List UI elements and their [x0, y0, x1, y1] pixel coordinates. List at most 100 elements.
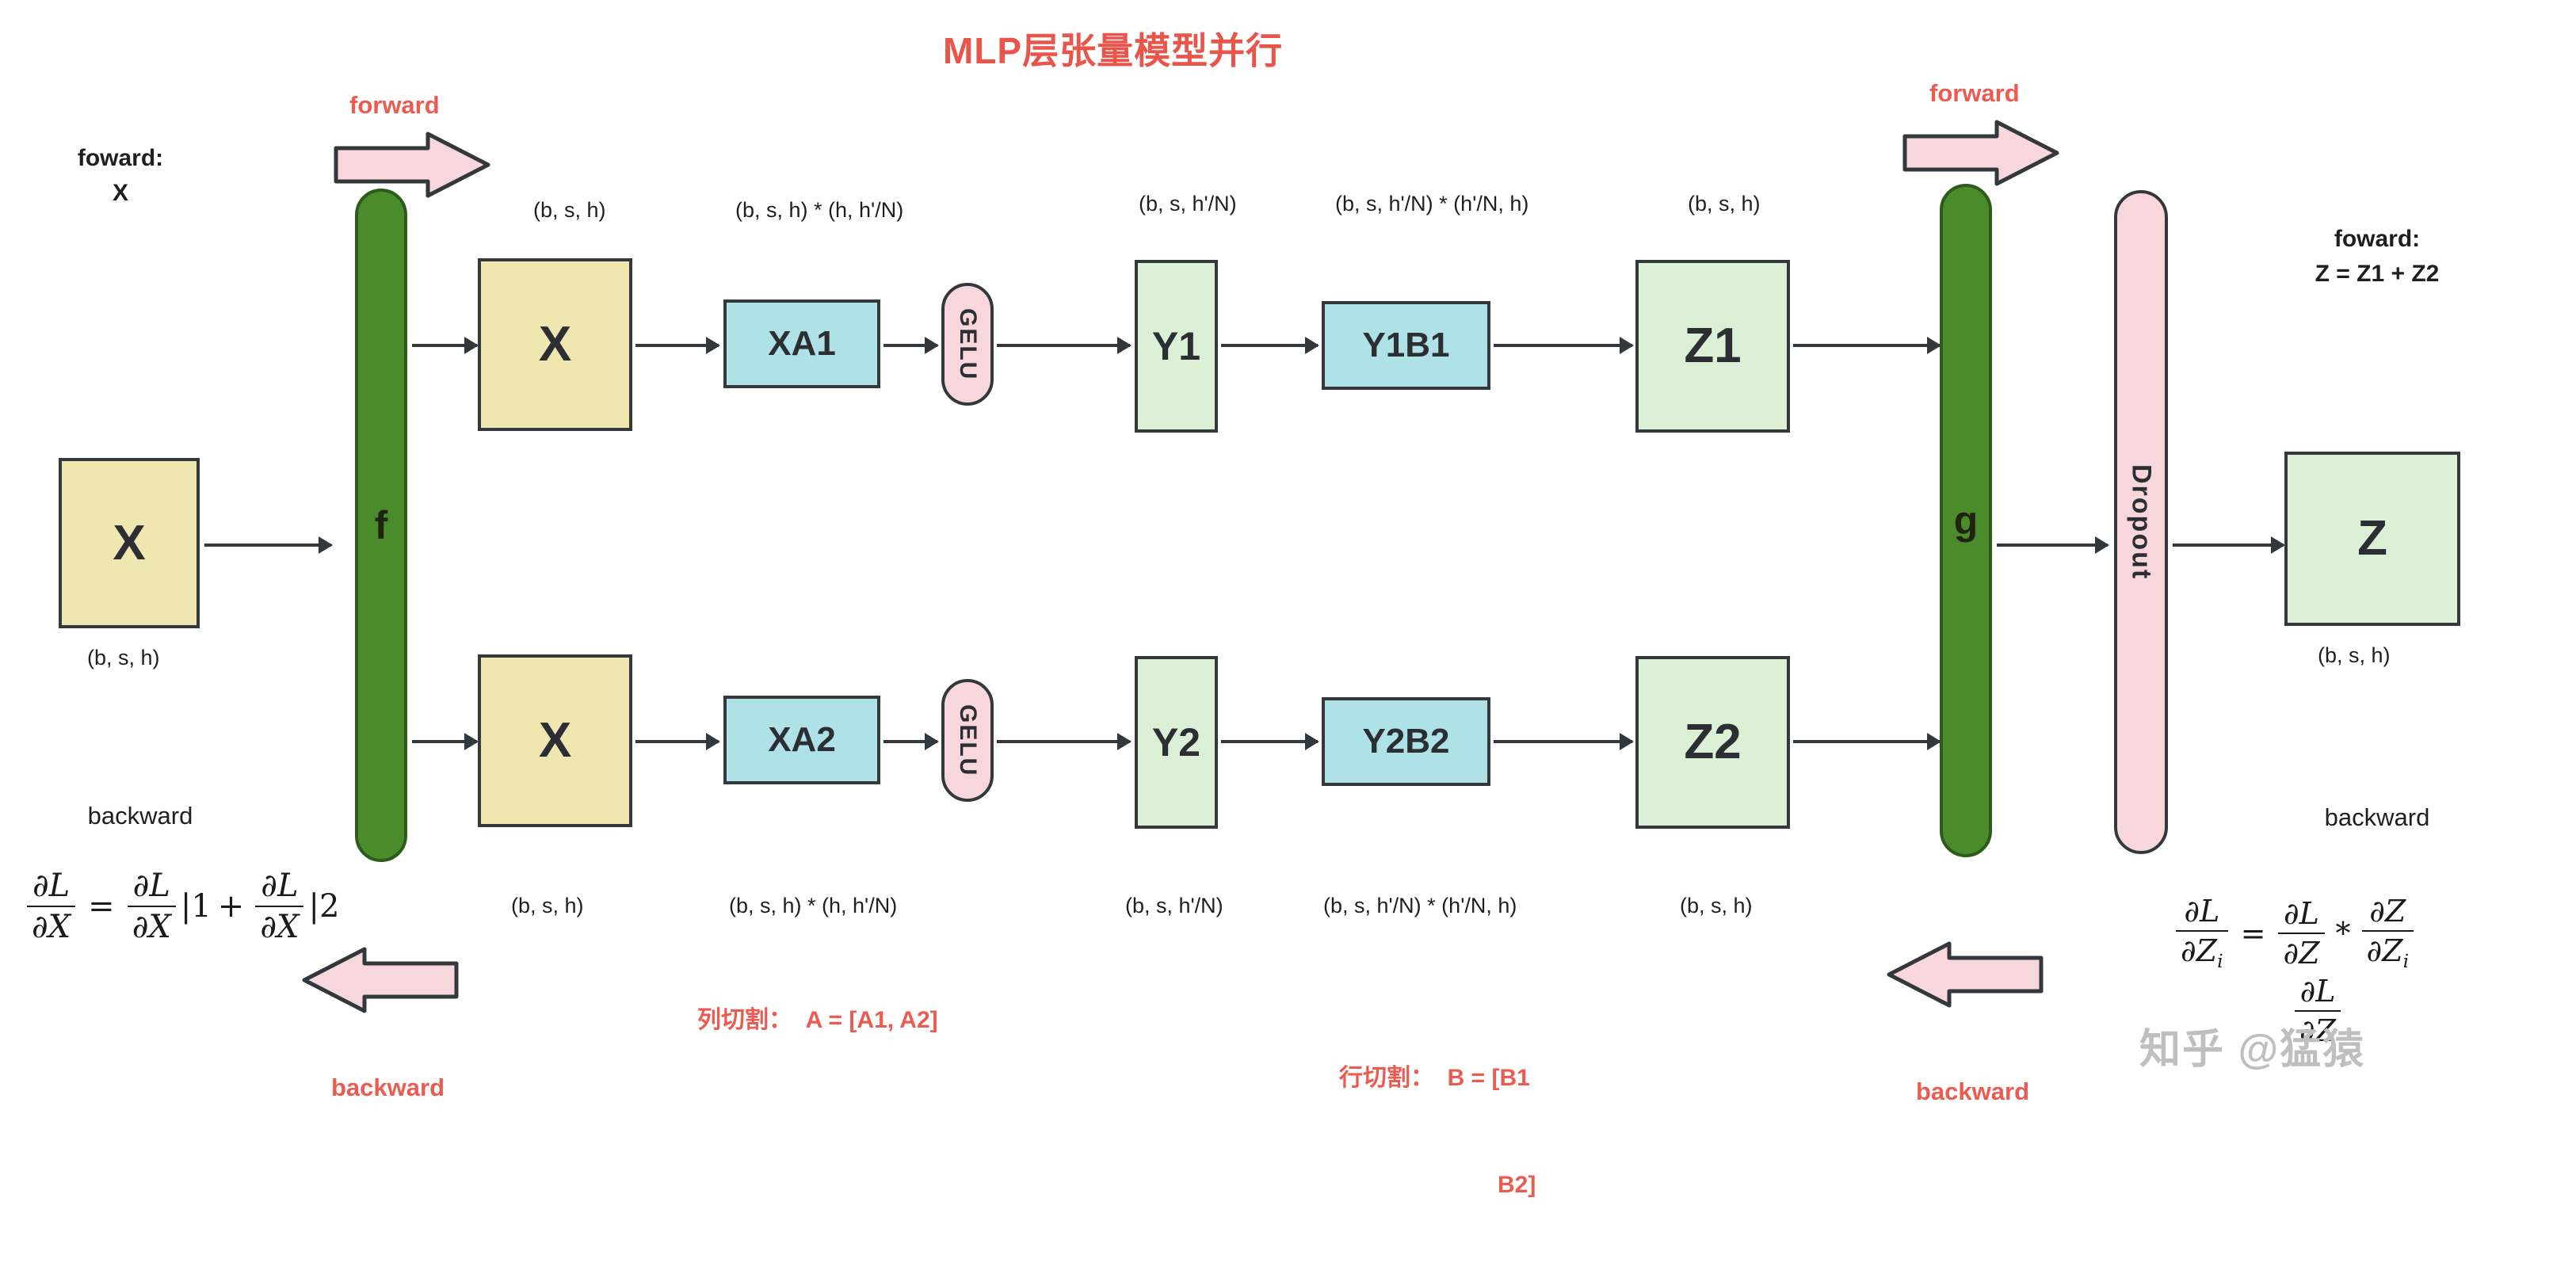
arrow-row1-gelu-to-y1: [997, 344, 1130, 347]
lbf-lhs-num: ∂L: [32, 868, 71, 904]
arrow-row2-z2-to-g: [1793, 740, 1940, 743]
lbf-t1-suffix: |1: [180, 888, 212, 925]
left-backward-arrow-label: backward: [331, 1074, 445, 1101]
arrow-g-to-dropout: [1997, 544, 2108, 547]
left-forward-arrow-label: forward: [349, 91, 440, 119]
arrow-row2-gelu-to-y2: [997, 740, 1130, 743]
arrow-row2-x-to-xa2: [635, 740, 719, 743]
lbf-t2-num: ∂L: [261, 868, 299, 904]
rbf-t1-num: ∂L: [2284, 895, 2319, 931]
page-title: MLP层张量模型并行: [943, 30, 1284, 71]
g-collective-node: g: [1940, 184, 1992, 857]
left-backward-label: backward: [87, 802, 193, 830]
dropout-node: Dropout: [2114, 190, 2168, 854]
row1-yb-box: Y1B1: [1322, 301, 1490, 390]
input-x-box: X: [59, 458, 200, 628]
arrow-row1-z1-to-g: [1793, 344, 1940, 347]
input-x-shape: (b, s, h): [87, 646, 160, 669]
arrow-row1-xa1-to-gelu: [883, 344, 937, 347]
row1-z-box: Z1: [1635, 260, 1790, 433]
rbf-l2-num: ∂L: [2299, 974, 2336, 1009]
shape-label-bottom-1: (b, s, h) * (h, h'/N): [729, 894, 898, 917]
f-collective-node: f: [355, 189, 407, 862]
right-backward-arrow-label: backward: [1916, 1078, 2030, 1105]
row1-x-label: X: [538, 317, 572, 372]
row-split-note-line2: B2]: [1498, 1172, 1536, 1198]
row2-x-box: X: [478, 654, 632, 827]
lbf-t1-num: ∂L: [132, 868, 170, 904]
row2-yb-box: Y2B2: [1322, 697, 1490, 786]
row2-yb-label: Y2B2: [1362, 722, 1450, 761]
right-forward-arrow-label: forward: [1929, 79, 2020, 107]
column-split-note: 列切割： A = [A1, A2]: [697, 1007, 938, 1033]
forward-block-arrow-right: [1902, 117, 2060, 189]
right-backward-formula: ∂L ∂Zi = ∂L ∂Z * ∂Z ∂Zi ∂L ∂Z: [2171, 894, 2576, 1048]
row-split-note-line1: 行切割： B = [B1: [1339, 1065, 1530, 1091]
shape-label-top-3: (b, s, h'/N) * (h'/N, h): [1335, 192, 1529, 216]
left-forward-note: foward: X: [49, 141, 192, 210]
watermark: 知乎 @猛猿: [2139, 1027, 2366, 1073]
rbf-line2: ∂L ∂Z: [2290, 974, 2345, 1048]
rbf-lhs-den-sub: i: [2217, 950, 2223, 973]
shape-label-top-1: (b, s, h) * (h, h'/N): [735, 198, 904, 222]
g-node-label: g: [1953, 498, 1979, 543]
rbf-t1-den: ∂Z: [2278, 932, 2325, 971]
row2-x-label: X: [538, 713, 572, 768]
arrow-f-to-x-row1: [412, 344, 477, 347]
lbf-t1-den: ∂X: [127, 906, 176, 945]
rbf-line1: ∂L ∂Zi = ∂L ∂Z * ∂Z ∂Zi: [2171, 894, 2418, 972]
backward-block-arrow-left: [301, 944, 460, 1016]
shape-label-bottom-2: (b, s, h'/N): [1125, 894, 1223, 917]
arrow-row1-y1b1-to-z1: [1494, 344, 1632, 347]
row1-gelu-node: GELU: [941, 283, 994, 406]
rbf-t2-den: ∂Z: [2366, 933, 2403, 968]
shape-label-top-0: (b, s, h): [533, 198, 606, 222]
arrow-row1-x-to-xa1: [635, 344, 719, 347]
row1-z-label: Z1: [1684, 318, 1742, 373]
arrow-row2-xa2-to-gelu: [883, 740, 937, 743]
output-z-box: Z: [2284, 452, 2460, 626]
row1-xa-label: XA1: [768, 324, 836, 363]
rbf-times: *: [2335, 915, 2351, 951]
rbf-lhs-den: ∂Z: [2181, 933, 2218, 968]
output-z-label: Z: [2357, 511, 2387, 566]
lbf-plus: +: [217, 888, 245, 925]
row2-z-label: Z2: [1684, 715, 1742, 769]
row1-xa-box: XA1: [723, 299, 880, 388]
row2-xa-box: XA2: [723, 696, 880, 784]
rbf-l2-den: ∂Z: [2295, 1010, 2341, 1048]
lbf-lhs-den: ∂X: [27, 906, 76, 945]
row1-yb-label: Y1B1: [1362, 326, 1450, 364]
row2-gelu-label: GELU: [955, 704, 981, 777]
lbf-t2-den: ∂X: [255, 906, 304, 945]
arrow-dropout-to-z: [2173, 544, 2284, 547]
arrow-row1-y1-to-y1b1: [1221, 344, 1318, 347]
shape-label-bottom-0: (b, s, h): [511, 894, 584, 917]
row2-y-label: Y2: [1151, 720, 1201, 765]
shape-label-top-2: (b, s, h'/N): [1139, 192, 1237, 216]
right-backward-label: backward: [2324, 803, 2430, 831]
left-forward-note-line1: foward:: [77, 145, 164, 171]
row2-y-box: Y2: [1135, 656, 1218, 829]
right-forward-note: foward: Z = Z1 + Z2: [2258, 222, 2496, 291]
rbf-lhs-num: ∂L: [2184, 894, 2220, 929]
input-x-label: X: [113, 515, 146, 570]
left-backward-formula: ∂L ∂X = ∂L ∂X |1 + ∂L ∂X |2: [22, 868, 339, 945]
shape-label-top-4: (b, s, h): [1688, 192, 1761, 216]
row1-x-box: X: [478, 258, 632, 431]
row2-z-box: Z2: [1635, 656, 1790, 829]
left-forward-note-line2: X: [112, 179, 128, 206]
rbf-t2-den-sub: i: [2402, 950, 2410, 973]
right-forward-note-line2: Z = Z1 + Z2: [2315, 260, 2440, 287]
row-split-note: 行切割： B = [B1 B2]: [1339, 989, 1536, 1274]
lbf-eq: =: [88, 888, 115, 925]
row2-xa-label: XA2: [768, 720, 836, 759]
row1-y-label: Y1: [1151, 324, 1201, 368]
row1-y-box: Y1: [1135, 260, 1218, 433]
output-z-shape: (b, s, h): [2318, 643, 2391, 667]
lbf-t2-suffix: |2: [308, 888, 340, 925]
row1-gelu-label: GELU: [955, 307, 981, 381]
shape-label-bottom-3: (b, s, h'/N) * (h'/N, h): [1323, 894, 1517, 917]
f-node-label: f: [374, 503, 388, 547]
dropout-label: Dropout: [2126, 463, 2157, 581]
